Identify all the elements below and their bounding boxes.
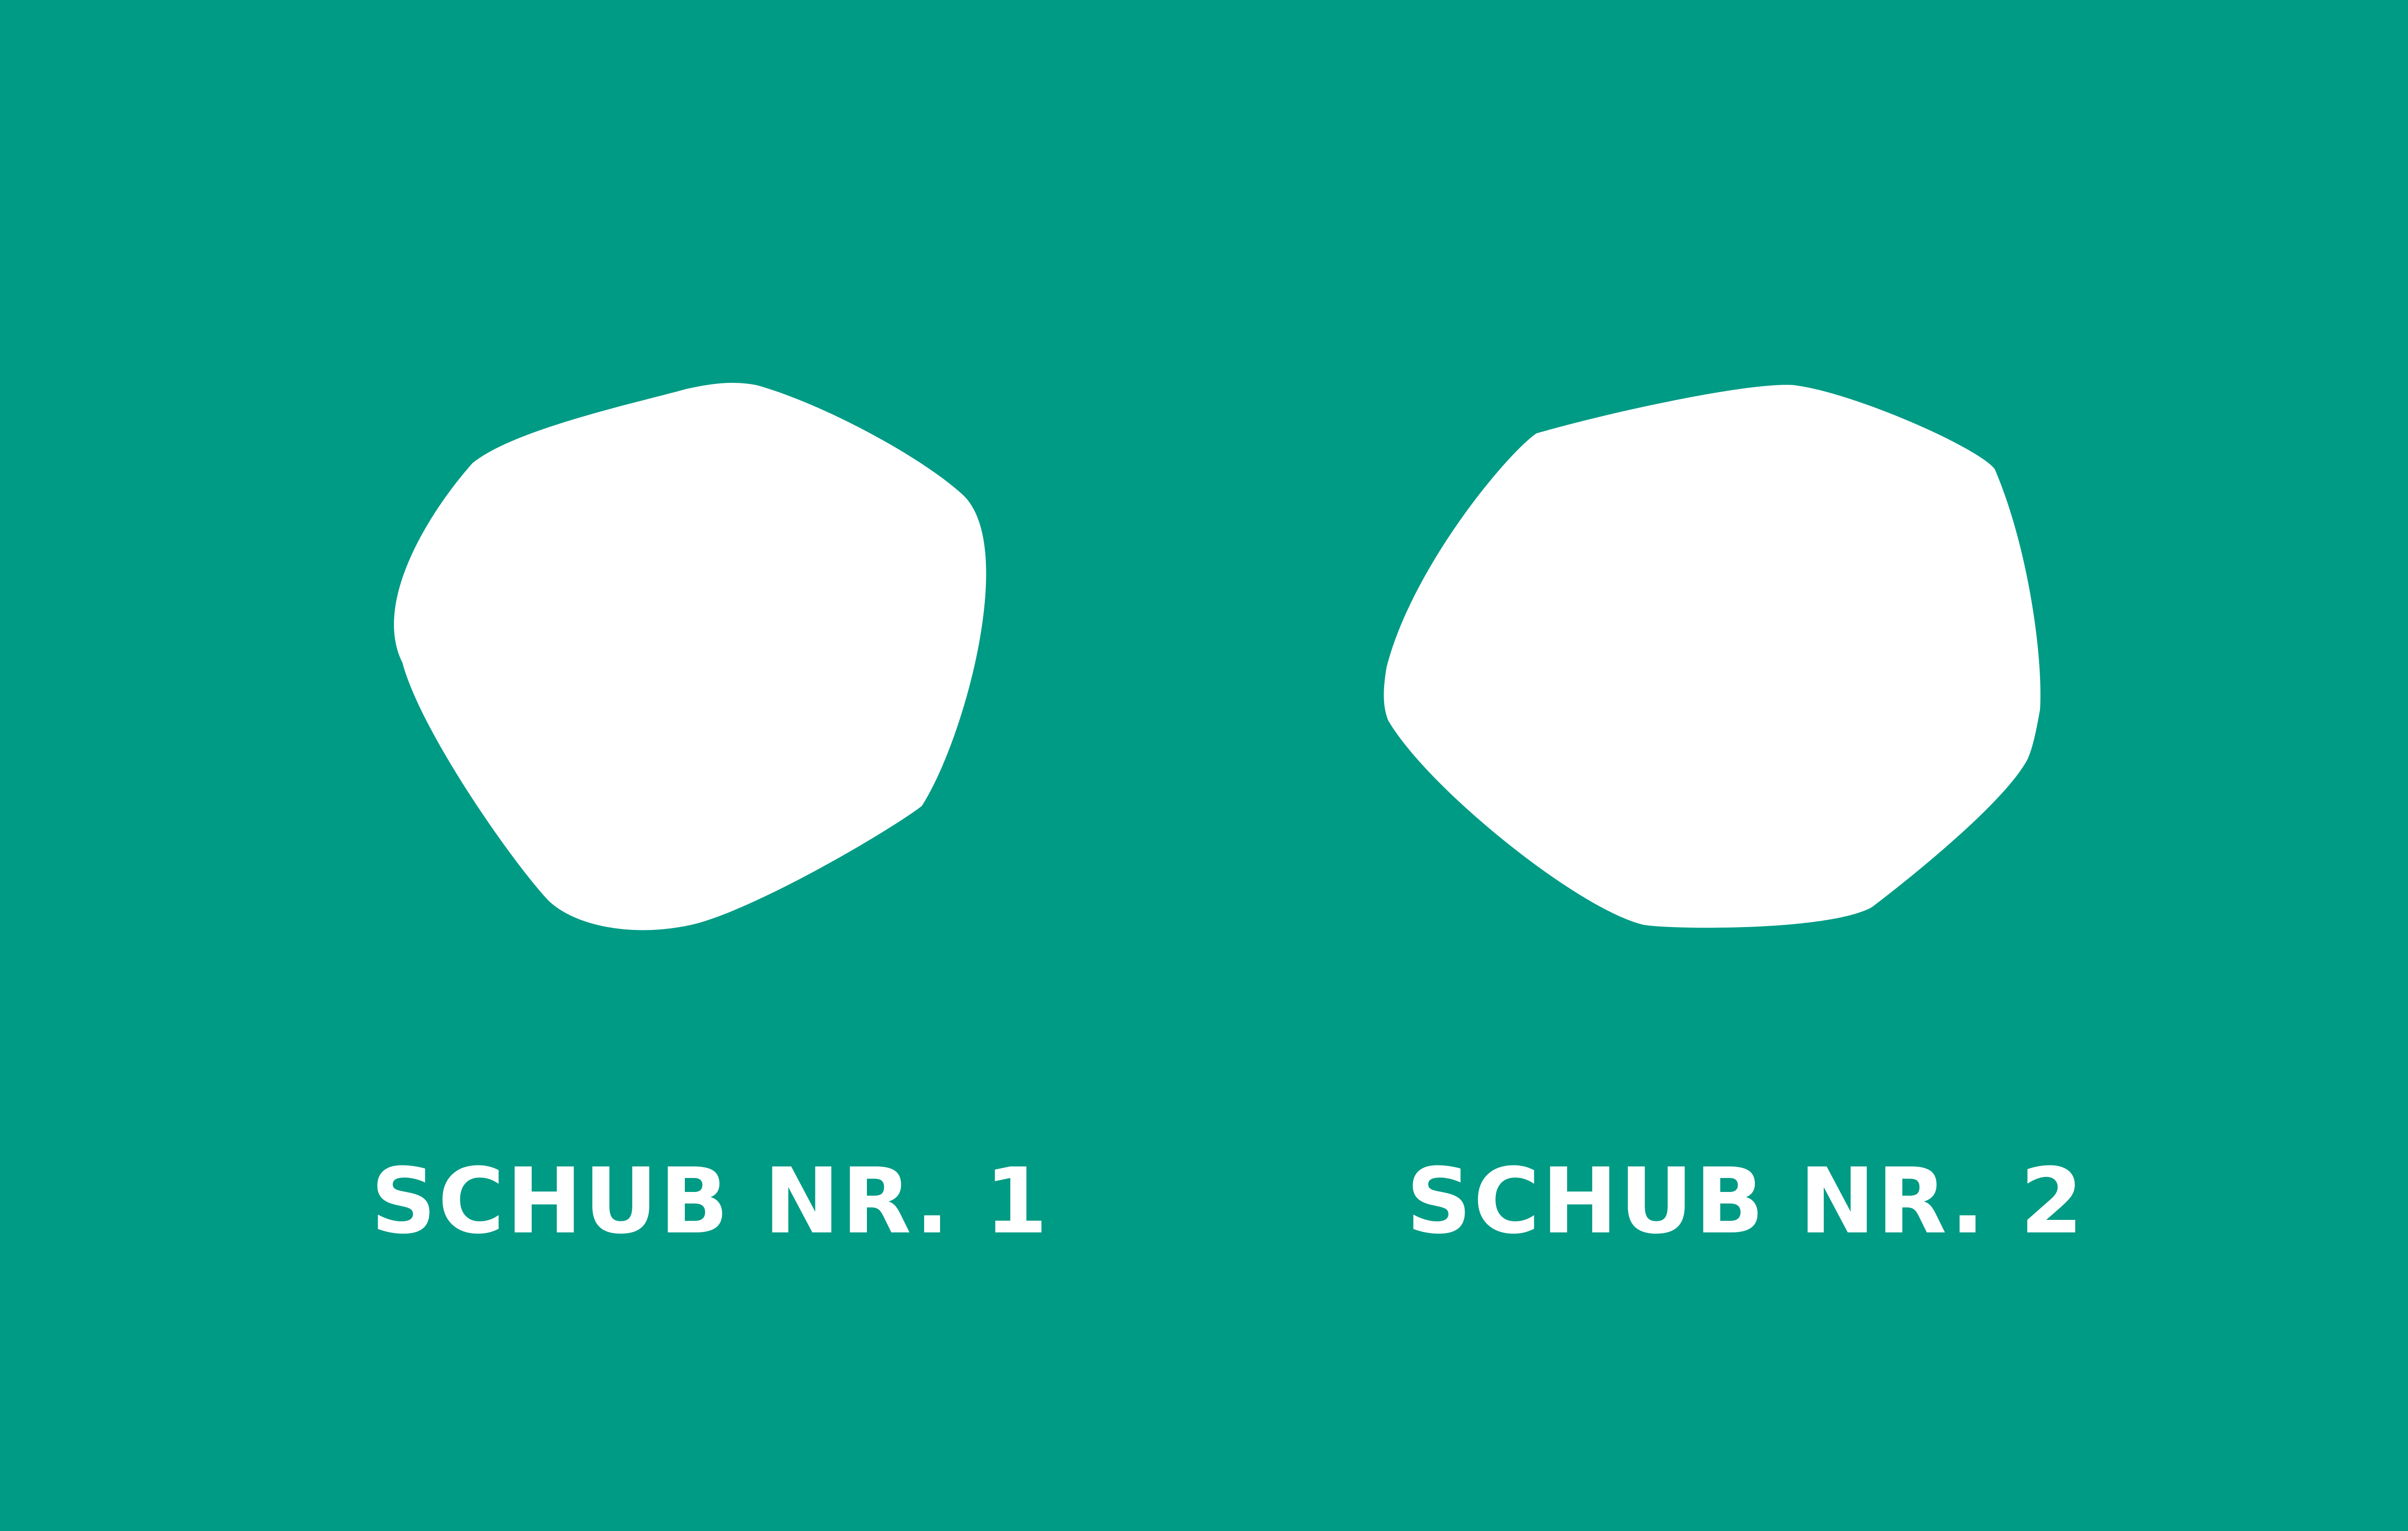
blob-shape-schub-2 (1384, 385, 2041, 928)
label-schub-2: SCHUB NR. 2 (1406, 1149, 2085, 1254)
blob-shape-schub-1 (393, 382, 986, 930)
label-schub-1: SCHUB NR. 1 (371, 1149, 1050, 1254)
